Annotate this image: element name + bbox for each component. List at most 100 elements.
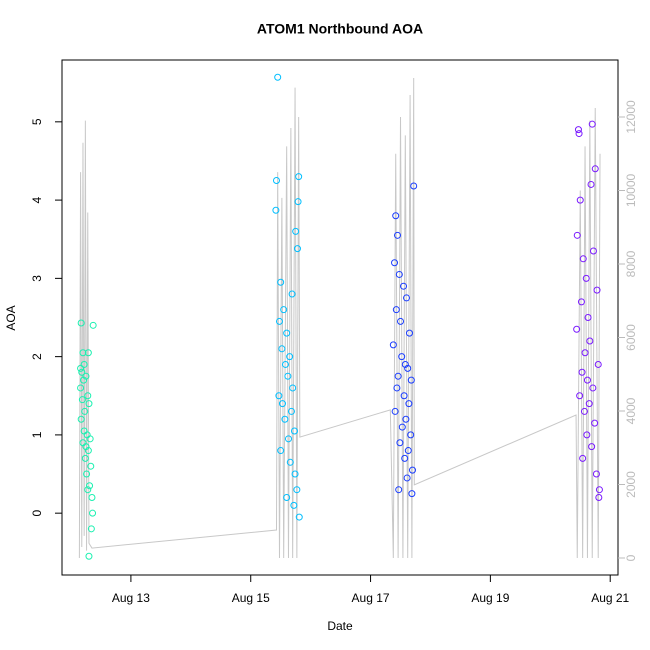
point bbox=[407, 431, 415, 439]
point bbox=[578, 368, 586, 376]
point bbox=[283, 329, 291, 337]
y-tick-label: 4 bbox=[30, 196, 44, 203]
point bbox=[393, 384, 401, 392]
y-tick-label: 1 bbox=[30, 431, 44, 438]
point bbox=[584, 314, 592, 321]
point bbox=[272, 206, 280, 214]
point bbox=[295, 513, 303, 521]
point bbox=[587, 180, 595, 188]
point bbox=[85, 400, 93, 408]
point bbox=[589, 384, 597, 392]
point bbox=[577, 298, 585, 306]
point bbox=[275, 392, 283, 400]
point bbox=[82, 443, 90, 451]
chart-title: ATOM1 Northbound AOA bbox=[257, 21, 423, 37]
point bbox=[400, 282, 408, 290]
y-tick-label: 5 bbox=[30, 118, 44, 125]
point bbox=[394, 231, 402, 239]
point bbox=[391, 259, 399, 267]
y2-tick-label: 0 bbox=[624, 554, 638, 561]
point bbox=[576, 392, 584, 400]
point bbox=[87, 525, 95, 533]
line bbox=[78, 78, 601, 558]
point bbox=[87, 462, 95, 470]
point bbox=[84, 392, 92, 400]
point bbox=[595, 494, 603, 502]
point bbox=[81, 407, 89, 415]
x-tick-label: Aug 21 bbox=[591, 591, 629, 605]
point bbox=[395, 270, 403, 278]
point bbox=[392, 306, 400, 314]
y2-tick-label: 6000 bbox=[624, 324, 638, 351]
point bbox=[290, 501, 298, 509]
point bbox=[397, 317, 405, 325]
point bbox=[588, 443, 596, 451]
point bbox=[592, 470, 600, 478]
point bbox=[288, 290, 296, 298]
point bbox=[284, 372, 292, 380]
point bbox=[292, 227, 300, 235]
point bbox=[594, 360, 602, 368]
point bbox=[403, 474, 411, 482]
point bbox=[80, 427, 88, 435]
point bbox=[77, 319, 85, 327]
point bbox=[293, 245, 301, 253]
point bbox=[403, 294, 411, 302]
point bbox=[274, 73, 282, 81]
point bbox=[275, 317, 283, 325]
point bbox=[400, 392, 408, 400]
y-axis-label: AOA bbox=[4, 305, 18, 330]
point bbox=[575, 130, 583, 138]
point bbox=[573, 325, 581, 333]
y-tick-label: 0 bbox=[30, 510, 44, 517]
point bbox=[85, 552, 93, 560]
point bbox=[404, 364, 412, 372]
point bbox=[286, 458, 294, 466]
point bbox=[401, 454, 409, 462]
point bbox=[391, 407, 399, 415]
y-tick-label: 3 bbox=[30, 275, 44, 282]
point bbox=[582, 274, 590, 282]
point bbox=[591, 165, 599, 173]
point bbox=[281, 360, 289, 368]
point bbox=[81, 454, 89, 462]
x-tick-label: Aug 19 bbox=[471, 591, 509, 605]
point bbox=[277, 447, 285, 455]
point bbox=[589, 247, 597, 255]
point bbox=[80, 376, 88, 384]
point bbox=[408, 490, 416, 498]
point bbox=[89, 321, 97, 329]
point bbox=[392, 212, 400, 220]
point bbox=[77, 384, 85, 392]
point bbox=[84, 349, 92, 357]
point bbox=[395, 486, 403, 494]
point bbox=[277, 278, 285, 286]
point bbox=[573, 231, 581, 239]
point bbox=[278, 345, 286, 353]
point bbox=[586, 337, 594, 345]
point bbox=[280, 306, 288, 314]
point bbox=[588, 120, 596, 128]
point bbox=[579, 454, 587, 462]
point bbox=[284, 435, 292, 443]
point bbox=[389, 341, 397, 349]
point bbox=[579, 255, 587, 263]
y-tick-label: 2 bbox=[30, 353, 44, 360]
point bbox=[398, 423, 406, 431]
point bbox=[595, 486, 603, 494]
point bbox=[583, 376, 591, 384]
point bbox=[281, 415, 289, 423]
y2-tick-label: 4000 bbox=[624, 397, 638, 424]
point bbox=[576, 196, 584, 204]
point bbox=[593, 286, 601, 294]
x-tick-label: Aug 17 bbox=[352, 591, 390, 605]
point bbox=[293, 486, 301, 494]
point bbox=[583, 431, 591, 439]
y2-tick-label: 8000 bbox=[624, 250, 638, 277]
plot-frame bbox=[61, 59, 619, 576]
point bbox=[287, 407, 295, 415]
point bbox=[88, 494, 96, 502]
point bbox=[591, 419, 599, 427]
point bbox=[89, 509, 97, 517]
